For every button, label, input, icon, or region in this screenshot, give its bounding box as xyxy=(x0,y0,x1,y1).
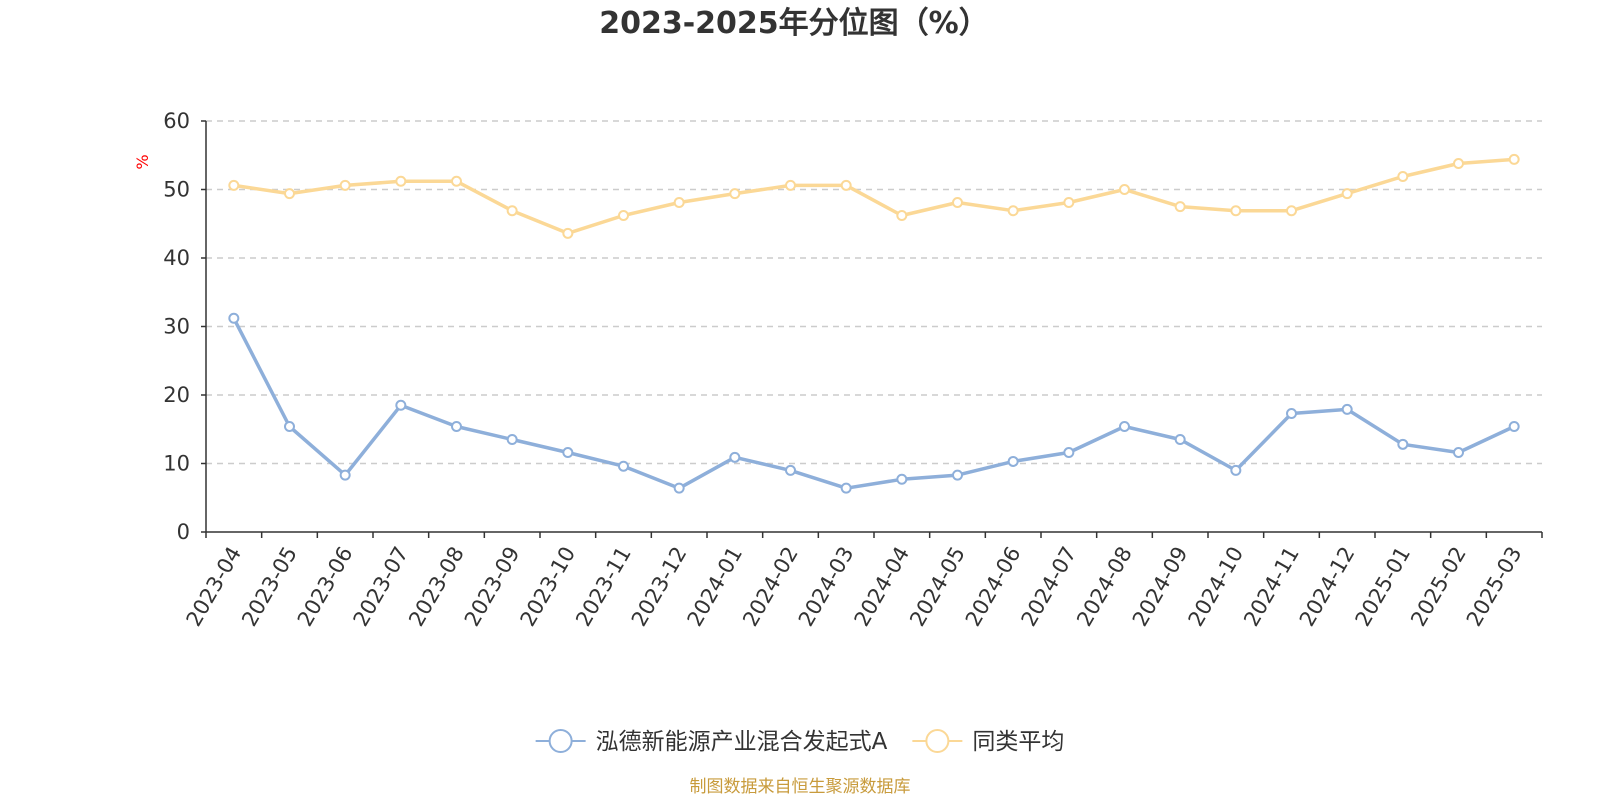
chart-title: 2023-2025年分位图（%） xyxy=(599,6,989,41)
y-axis-unit-label: % xyxy=(133,154,152,169)
data-point[interactable] xyxy=(1341,403,1353,415)
data-point[interactable] xyxy=(896,473,908,485)
x-tick-label: 2024-03 xyxy=(794,543,859,631)
data-point[interactable] xyxy=(840,179,852,191)
y-tick-label: 20 xyxy=(163,383,190,407)
series-lines xyxy=(228,153,1520,494)
data-point[interactable] xyxy=(228,312,240,324)
data-point[interactable] xyxy=(339,179,351,191)
data-point[interactable] xyxy=(1007,455,1019,467)
data-point[interactable] xyxy=(618,210,629,222)
legend-circle-icon xyxy=(925,729,950,753)
data-point[interactable] xyxy=(1397,438,1409,450)
data-source-note: 制图数据来自恒生聚源数据库 xyxy=(690,777,911,797)
x-tick-label: 2023-06 xyxy=(293,543,358,631)
data-point[interactable] xyxy=(1119,421,1130,433)
data-point[interactable] xyxy=(785,179,796,191)
data-point[interactable] xyxy=(284,421,295,433)
data-point[interactable] xyxy=(339,469,351,481)
data-point[interactable] xyxy=(1508,421,1520,433)
x-tick-label: 2023-04 xyxy=(182,543,247,631)
x-tick-label: 2024-12 xyxy=(1295,543,1360,631)
y-tick-label: 10 xyxy=(163,452,190,476)
data-point[interactable] xyxy=(451,421,462,433)
data-point[interactable] xyxy=(562,447,574,459)
data-point[interactable] xyxy=(1341,188,1353,200)
x-tick-label: 2024-09 xyxy=(1128,543,1193,631)
x-tick-label: 2023-08 xyxy=(404,543,469,631)
series-line xyxy=(232,157,1516,236)
x-tick-label: 2023-07 xyxy=(349,543,414,631)
x-tick-label: 2024-02 xyxy=(738,543,803,631)
data-point[interactable] xyxy=(1119,184,1130,195)
legend[interactable]: 泓德新能源产业混合发起式A 同类平均 xyxy=(535,729,1065,755)
data-point[interactable] xyxy=(673,197,685,209)
x-tick-label: 2025-02 xyxy=(1406,543,1471,631)
data-point[interactable] xyxy=(395,175,407,187)
data-point[interactable] xyxy=(1286,407,1297,419)
data-point[interactable] xyxy=(618,460,629,472)
x-tick-label: 2024-05 xyxy=(905,543,970,631)
data-point[interactable] xyxy=(1453,447,1464,459)
data-point[interactable] xyxy=(729,451,741,463)
data-point[interactable] xyxy=(952,197,963,209)
x-tick-label: 2025-03 xyxy=(1462,543,1527,631)
data-point[interactable] xyxy=(1174,434,1186,446)
series-1 xyxy=(228,312,1520,494)
data-point[interactable] xyxy=(1397,170,1409,182)
x-tick-label: 2024-01 xyxy=(683,543,748,631)
data-point[interactable] xyxy=(506,205,518,217)
x-tick-label: 2023-10 xyxy=(516,543,581,631)
data-point[interactable] xyxy=(284,188,295,200)
data-point[interactable] xyxy=(840,482,852,494)
x-tick-label: 2024-10 xyxy=(1184,543,1249,631)
legend-circle-icon xyxy=(548,729,573,753)
y-tick-label: 0 xyxy=(177,520,190,544)
legend-label: 同类平均 xyxy=(972,729,1064,755)
data-point[interactable] xyxy=(1453,157,1464,169)
data-point[interactable] xyxy=(896,210,908,222)
data-point[interactable] xyxy=(228,179,240,191)
data-point[interactable] xyxy=(673,482,685,494)
x-tick-label: 2023-09 xyxy=(460,543,525,631)
x-tick-label: 2024-07 xyxy=(1017,543,1082,631)
data-point[interactable] xyxy=(952,469,963,481)
y-tick-label: 40 xyxy=(163,246,190,270)
x-tick-label: 2025-01 xyxy=(1351,543,1416,631)
data-point[interactable] xyxy=(1286,205,1297,217)
data-point[interactable] xyxy=(729,188,741,200)
series-line xyxy=(232,316,1516,490)
x-tick-label: 2024-04 xyxy=(850,543,915,631)
x-tick-label: 2024-11 xyxy=(1239,543,1304,631)
data-point[interactable] xyxy=(506,434,518,446)
series-2 xyxy=(228,153,1520,239)
legend-label: 泓德新能源产业混合发起式A xyxy=(596,729,888,755)
data-point[interactable] xyxy=(785,464,796,476)
x-tick-label: 2023-05 xyxy=(237,543,302,631)
legend-item-2[interactable]: 同类平均 xyxy=(912,729,1064,755)
data-point[interactable] xyxy=(1063,447,1075,459)
y-tick-label: 60 xyxy=(163,109,190,133)
y-tick-label: 30 xyxy=(163,315,190,339)
data-point[interactable] xyxy=(395,399,407,411)
data-point[interactable] xyxy=(1230,205,1242,217)
y-tick-label: 50 xyxy=(163,178,190,202)
data-point[interactable] xyxy=(451,175,462,187)
x-tick-label: 2024-06 xyxy=(961,543,1026,631)
data-point[interactable] xyxy=(1508,153,1520,165)
data-point[interactable] xyxy=(562,227,574,239)
data-point[interactable] xyxy=(1230,464,1242,476)
x-tick-label: 2023-11 xyxy=(571,543,636,631)
x-tick-label: 2024-08 xyxy=(1072,543,1137,631)
data-point[interactable] xyxy=(1174,201,1186,213)
data-point[interactable] xyxy=(1063,197,1075,209)
x-tick-label: 2023-12 xyxy=(627,543,692,631)
data-point[interactable] xyxy=(1007,205,1019,217)
grid-lines xyxy=(206,120,1542,465)
legend-item-1[interactable]: 泓德新能源产业混合发起式A xyxy=(535,729,888,755)
